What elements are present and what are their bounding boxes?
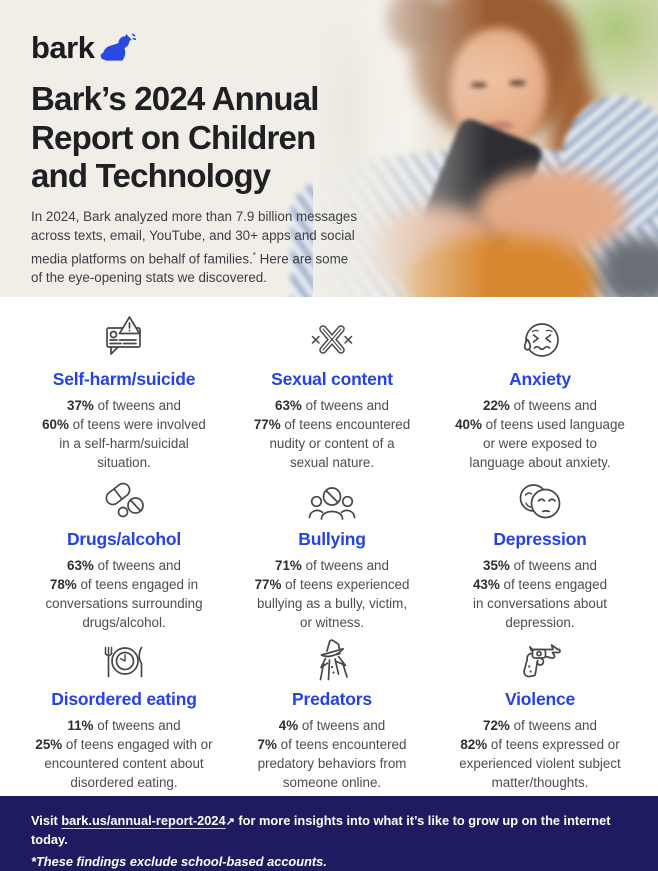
stat-card-title: Violence xyxy=(504,689,576,709)
pills-icon xyxy=(20,470,228,522)
stat-card-bullying: Bullying 71% of tweens and 77% of teens e… xyxy=(228,467,436,630)
stat-card-text: 63% of tweens and 77% of teens encountere… xyxy=(253,398,411,470)
stat-card-text: 22% of tweens and 40% of teens used langu… xyxy=(455,398,625,470)
alert-message-icon xyxy=(20,310,228,362)
hero-photo xyxy=(291,0,658,297)
stat-card-anxiety: Anxiety 22% of tweens and 40% of teens us… xyxy=(436,307,644,470)
header-content: bark Bark’s 2024 Annual Report on Childr… xyxy=(0,0,365,288)
stat-card-title: Disordered eating xyxy=(51,689,197,709)
stat-card-text: 11% of tweens and 25% of teens engaged wi… xyxy=(35,718,213,790)
stat-card-text: 35% of tweens and 43% of teens engaged in … xyxy=(472,558,608,630)
stat-card-title: Anxiety xyxy=(509,369,571,389)
bullying-people-icon xyxy=(228,470,436,522)
stat-card-text: 71% of tweens and 77% of teens experience… xyxy=(254,558,410,630)
stat-card-title: Sexual content xyxy=(271,369,393,389)
footer-footnote: *These findings exclude school-based acc… xyxy=(31,854,327,869)
stat-card-title: Self-harm/suicide xyxy=(52,369,196,389)
stats-grid: Self-harm/suicide 37% of tweens and 60% o… xyxy=(0,297,658,796)
stat-card-title: Depression xyxy=(493,529,587,549)
stat-card-title: Drugs/alcohol xyxy=(66,529,182,549)
xxx-icon xyxy=(228,310,436,362)
page-title: Bark’s 2024 Annual Report on Children an… xyxy=(31,80,365,196)
stat-card-predators: Predators 4% of tweens and 7% of teens en… xyxy=(228,627,436,790)
stat-card-sexual-content: Sexual content 63% of tweens and 77% of t… xyxy=(228,307,436,470)
header-section: bark Bark’s 2024 Annual Report on Childr… xyxy=(0,0,658,297)
stat-card-violence: Violence 72% of tweens and 82% of teens e… xyxy=(436,627,644,790)
title-line-1: Bark’s 2024 Annual xyxy=(31,80,319,117)
sad-masks-icon xyxy=(436,470,644,522)
external-link-arrow: ↗ xyxy=(225,816,235,828)
revolver-icon xyxy=(436,630,644,682)
annual-report-link[interactable]: bark.us/annual-report-2024↗ xyxy=(61,813,235,828)
stat-card-title: Predators xyxy=(292,689,372,709)
intro-text: In 2024, Bark analyzed more than 7.9 bil… xyxy=(31,208,358,286)
stat-card-text: 4% of tweens and 7% of teens encountered p… xyxy=(257,718,407,790)
footer-visit-line: Visit bark.us/annual-report-2024↗ for mo… xyxy=(31,813,611,847)
stat-card-drugs-alcohol: Drugs/alcohol 63% of tweens and 78% of te… xyxy=(20,467,228,630)
stat-card-self-harm: Self-harm/suicide 37% of tweens and 60% o… xyxy=(20,307,228,470)
bark-logo: bark xyxy=(31,32,365,63)
footnote-asterisk: * xyxy=(252,250,256,260)
plate-clock-icon xyxy=(20,630,228,682)
stat-card-text: 63% of tweens and 78% of teens engaged in… xyxy=(45,558,203,630)
bark-logo-text: bark xyxy=(31,30,95,65)
title-line-2: Report on Children xyxy=(31,118,316,156)
footer-section: Visit bark.us/annual-report-2024↗ for mo… xyxy=(0,796,658,871)
stat-card-disordered-eating: Disordered eating 11% of tweens and 25% o… xyxy=(20,627,228,790)
title-line-3: and Technology xyxy=(31,157,271,194)
shady-figure-icon xyxy=(228,630,436,682)
stat-card-depression: Depression 35% of tweens and 43% of teens… xyxy=(436,467,644,630)
stat-card-text: 37% of tweens and 60% of teens were invol… xyxy=(42,398,206,470)
stat-card-title: Bullying xyxy=(298,529,366,549)
anxious-face-icon xyxy=(436,310,644,362)
stat-card-text: 72% of tweens and 82% of teens expressed … xyxy=(459,718,621,790)
bark-dog-icon xyxy=(101,33,137,61)
